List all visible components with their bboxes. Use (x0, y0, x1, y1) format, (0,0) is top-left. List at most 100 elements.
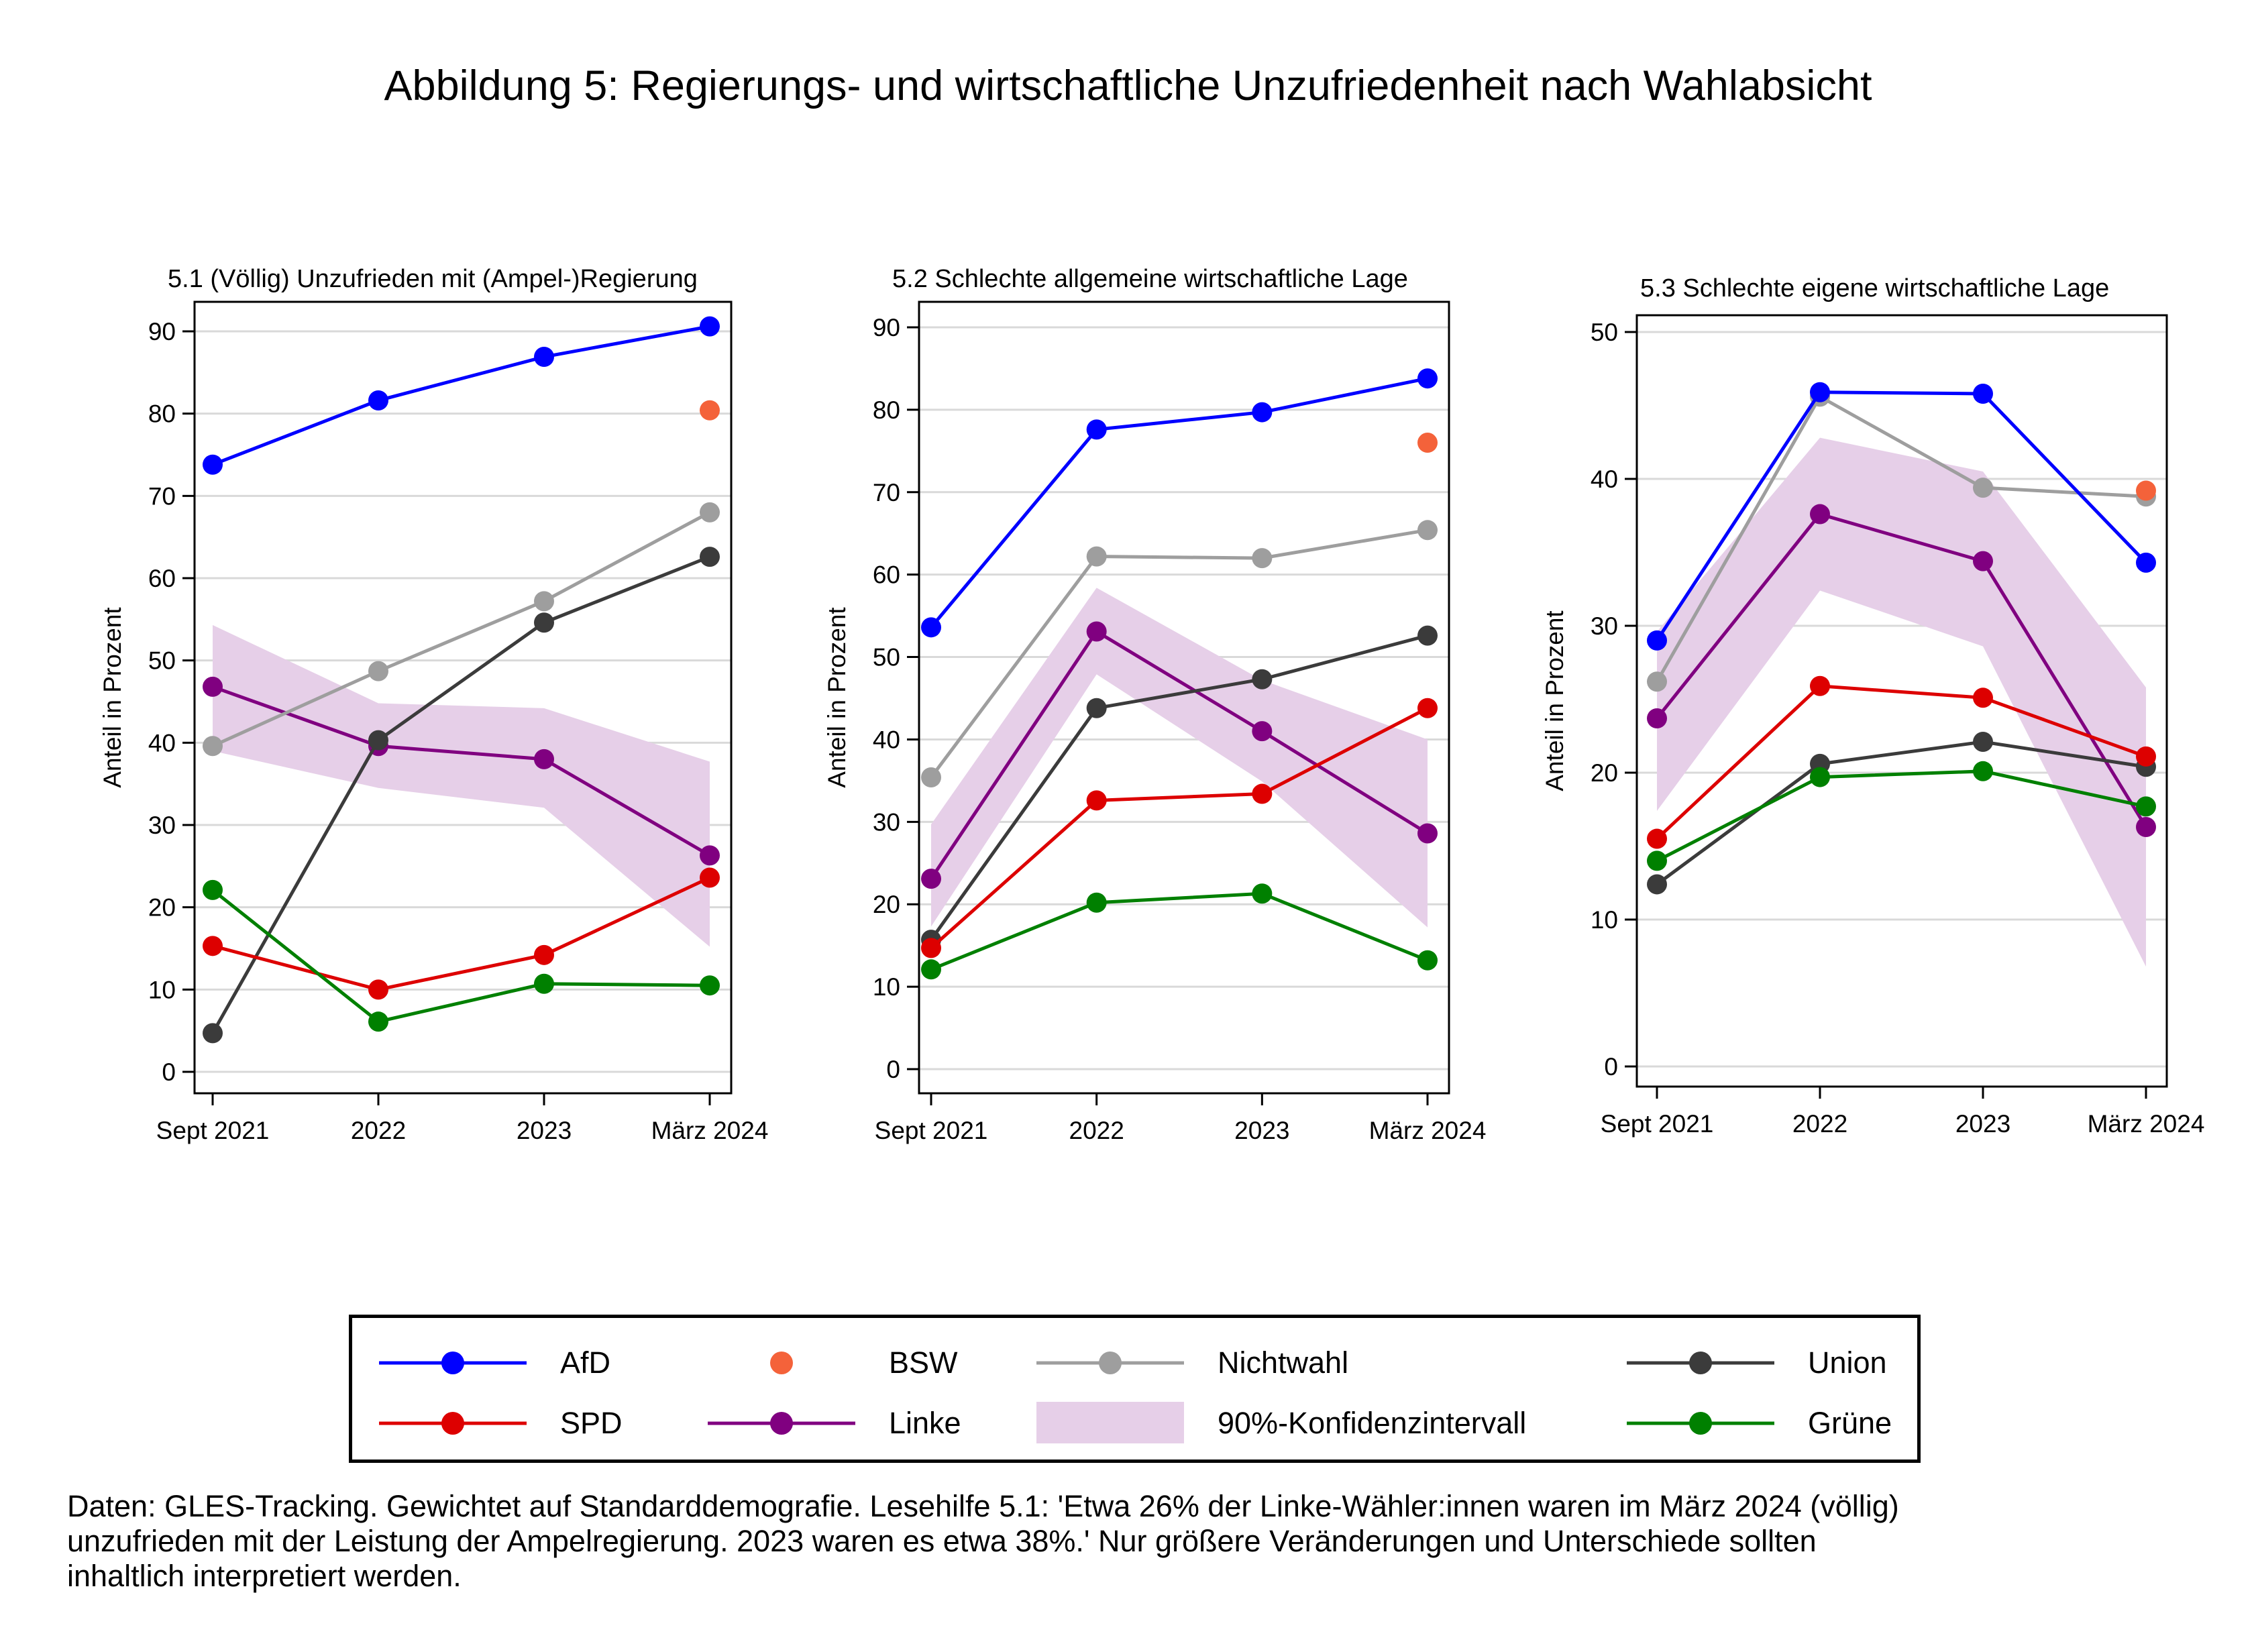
legend-symbol-spd (379, 1412, 527, 1435)
x-tick-label: März 2024 (651, 1117, 769, 1144)
data-point-afd (1252, 402, 1273, 423)
y-tick-label: 90 (873, 314, 900, 341)
y-tick-label: 30 (148, 812, 176, 839)
y-tick-label: 20 (873, 891, 900, 918)
panel-title: 5.3 Schlechte eigene wirtschaftliche Lag… (1640, 274, 2109, 302)
data-point-gruene (1647, 850, 1667, 871)
legend-label: AfD (560, 1345, 611, 1380)
series-line-nichtwahl (1655, 394, 2147, 683)
y-axis-label: Anteil in Prozent (99, 607, 126, 788)
ci-band-linke (1657, 437, 2146, 967)
y-tick-label: 80 (148, 400, 176, 428)
data-point-gruene (203, 879, 223, 900)
series-line-linke (212, 685, 711, 857)
y-tick-label: 50 (873, 644, 900, 671)
y-tick-label: 40 (1591, 465, 1618, 493)
series-line-union (929, 634, 1428, 941)
data-point-linke (2136, 817, 2156, 838)
data-point-union (1252, 669, 1273, 690)
data-point-nichtwahl (1252, 548, 1273, 569)
y-tick-label: 20 (148, 894, 176, 922)
data-point-union (1086, 698, 1107, 718)
ci-band-linke (213, 624, 710, 947)
series-line-spd (212, 876, 711, 991)
data-point-linke (1417, 823, 1438, 844)
y-tick-label: 40 (873, 726, 900, 753)
data-point-nichtwahl (368, 661, 388, 681)
y-tick-label: 10 (148, 976, 176, 1003)
data-point-nichtwahl (921, 767, 941, 787)
legend-symbol-afd (379, 1352, 527, 1374)
data-point-union (534, 612, 554, 633)
x-tick-label: Sept 2021 (156, 1117, 270, 1144)
legend-label: Grüne (1808, 1406, 1892, 1440)
data-point-nichtwahl (1417, 520, 1438, 541)
data-point-nichtwahl (203, 736, 223, 757)
y-tick-label: 20 (1591, 759, 1618, 787)
footnote-line-2: unzufrieden mit der Leistung der Ampelre… (67, 1524, 1817, 1558)
data-point-bsw (1417, 433, 1438, 453)
y-axis-label: Anteil in Prozent (1541, 610, 1568, 791)
data-point-afd (921, 617, 941, 638)
data-point-afd (1973, 383, 1993, 404)
y-tick-label: 10 (1591, 906, 1618, 934)
chart-panel-2: 5.2 Schlechte allgemeine wirtschaftliche… (823, 265, 1486, 1144)
data-point-spd (700, 867, 720, 888)
footnote-line-1: Daten: GLES-Tracking. Gewichtet auf Stan… (67, 1489, 1899, 1523)
x-tick-label: Sept 2021 (875, 1117, 988, 1144)
data-point-gruene (2136, 796, 2156, 817)
panel-title: 5.1 (Völlig) Unzufrieden mit (Ampel-)Reg… (168, 265, 698, 293)
data-point-spd (368, 979, 388, 1000)
data-point-afd (1810, 382, 1830, 402)
legend-symbol-linke (708, 1412, 855, 1435)
y-tick-label: 90 (148, 318, 176, 345)
data-point-bsw (700, 400, 720, 421)
data-point-afd (203, 454, 223, 475)
legend-label: BSW (889, 1345, 958, 1380)
series-line-nichtwahl (211, 510, 711, 748)
x-tick-label: März 2024 (1369, 1117, 1487, 1144)
data-point-linke (534, 749, 554, 769)
data-point-union (700, 547, 720, 567)
legend-label: SPD (560, 1406, 623, 1440)
ci-band-linke (931, 588, 1428, 928)
y-tick-label: 60 (148, 565, 176, 592)
x-tick-label: 2023 (1234, 1117, 1289, 1144)
x-tick-label: 2022 (1792, 1110, 1847, 1138)
data-point-gruene (534, 973, 554, 994)
legend-label: Nichtwahl (1218, 1345, 1349, 1380)
x-tick-label: 2023 (517, 1117, 572, 1144)
data-point-linke (203, 676, 223, 697)
legend-symbol-ci (1036, 1402, 1184, 1443)
data-point-gruene (368, 1011, 388, 1032)
data-point-spd (1810, 675, 1830, 696)
data-point-afd (2136, 552, 2156, 573)
data-point-linke (921, 869, 941, 889)
data-point-linke (700, 845, 720, 866)
legend-label: Union (1808, 1345, 1887, 1380)
plot-frame (918, 300, 1450, 1095)
y-tick-label: 80 (873, 396, 900, 424)
data-point-gruene (1973, 761, 1993, 781)
data-point-afd (534, 347, 554, 368)
legend-symbol-union (1627, 1352, 1774, 1374)
charts-canvas: 5.1 (Völlig) Unzufrieden mit (Ampel-)Reg… (99, 265, 2204, 1144)
data-point-spd (1417, 698, 1438, 718)
chart-panel-3: 5.3 Schlechte eigene wirtschaftliche Lag… (1541, 274, 2204, 1138)
data-point-linke (1973, 551, 1993, 571)
y-tick-label: 0 (886, 1056, 900, 1083)
data-point-gruene (1252, 883, 1273, 904)
legend-symbol-gruene (1627, 1412, 1774, 1435)
y-tick-label: 50 (148, 647, 176, 675)
footnote: Daten: GLES-Tracking. Gewichtet auf Stan… (67, 1489, 2214, 1594)
data-point-spd (1647, 828, 1667, 849)
x-tick-label: 2022 (351, 1117, 406, 1144)
data-point-linke (1647, 708, 1667, 728)
y-tick-label: 40 (148, 729, 176, 757)
y-tick-label: 0 (1604, 1053, 1618, 1081)
legend-label: 90%-Konfidenzintervall (1218, 1406, 1527, 1440)
data-point-union (368, 730, 388, 751)
panel-title: 5.2 Schlechte allgemeine wirtschaftliche… (892, 265, 1408, 293)
series-line-gruene (930, 891, 1428, 971)
plot-frame (193, 300, 733, 1095)
